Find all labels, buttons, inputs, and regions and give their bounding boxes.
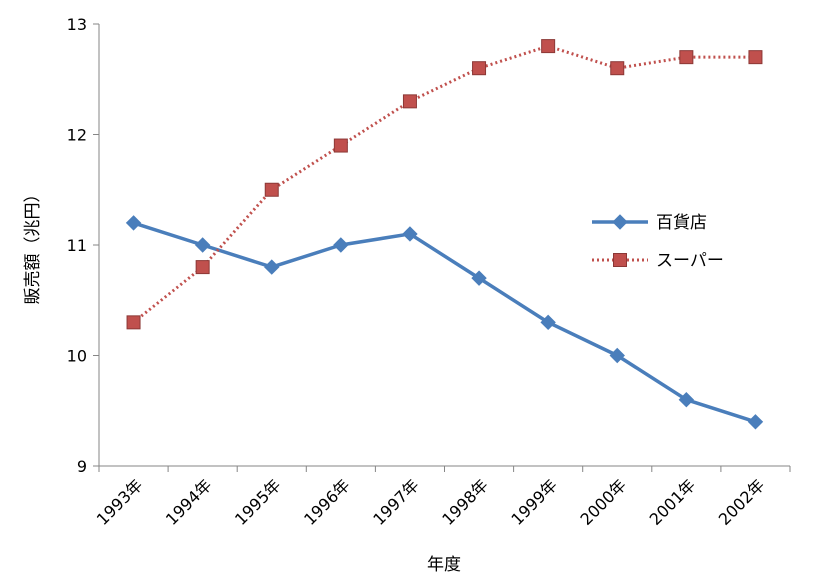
- x-tick-label: 2001年: [646, 475, 700, 529]
- data-point: [471, 270, 487, 286]
- x-tick-label: 1994年: [162, 475, 216, 529]
- x-tick-label: 1993年: [93, 475, 147, 529]
- data-point: [125, 215, 142, 231]
- y-tick-label: 12: [67, 126, 87, 145]
- y-tick-label: 10: [67, 347, 87, 366]
- data-point: [333, 237, 349, 253]
- legend-marker: [612, 214, 628, 230]
- x-tick-label: 2000年: [577, 475, 631, 529]
- x-axis-title: 年度: [427, 555, 461, 575]
- data-point: [126, 315, 141, 330]
- series-2: [126, 39, 763, 330]
- data-point: [402, 94, 417, 109]
- data-point: [540, 314, 556, 331]
- series-1: [125, 215, 764, 430]
- data-point: [402, 226, 418, 242]
- y-tick-label: 11: [67, 236, 87, 255]
- series-layer: [125, 39, 764, 430]
- data-point: [194, 237, 211, 253]
- x-tick-label: 1996年: [300, 475, 354, 529]
- series-line: [133, 221, 756, 424]
- data-point: [610, 61, 625, 76]
- series-line: [132, 44, 756, 324]
- data-point: [609, 347, 625, 364]
- y-ticks: 9 10 11 12 13: [67, 15, 99, 476]
- y-tick-label: 13: [67, 15, 87, 34]
- data-point: [333, 138, 348, 153]
- data-point: [541, 39, 556, 54]
- x-ticks: 1993年 1994年 1995年 1996年 1997年 1998年 1999年 2000年…: [93, 466, 791, 529]
- x-tick-label: 2002年: [715, 475, 769, 529]
- y-axis-title: 販売額（兆円）: [23, 186, 43, 305]
- legend-label: スーパー: [656, 251, 724, 271]
- y-tick-label: 9: [77, 457, 87, 476]
- data-point: [195, 260, 210, 275]
- legend-label: 百貨店: [656, 213, 707, 233]
- data-point: [748, 50, 763, 65]
- x-tick-label: 1997年: [369, 475, 423, 529]
- legend-marker: [613, 253, 627, 267]
- x-tick-label: 1999年: [507, 475, 561, 529]
- x-tick-label: 1998年: [438, 475, 492, 529]
- data-point: [679, 50, 694, 65]
- data-point: [264, 259, 280, 275]
- data-point: [747, 414, 764, 430]
- data-point: [678, 391, 695, 408]
- x-tick-label: 1995年: [231, 475, 285, 529]
- data-point: [264, 182, 279, 197]
- data-point: [472, 61, 487, 76]
